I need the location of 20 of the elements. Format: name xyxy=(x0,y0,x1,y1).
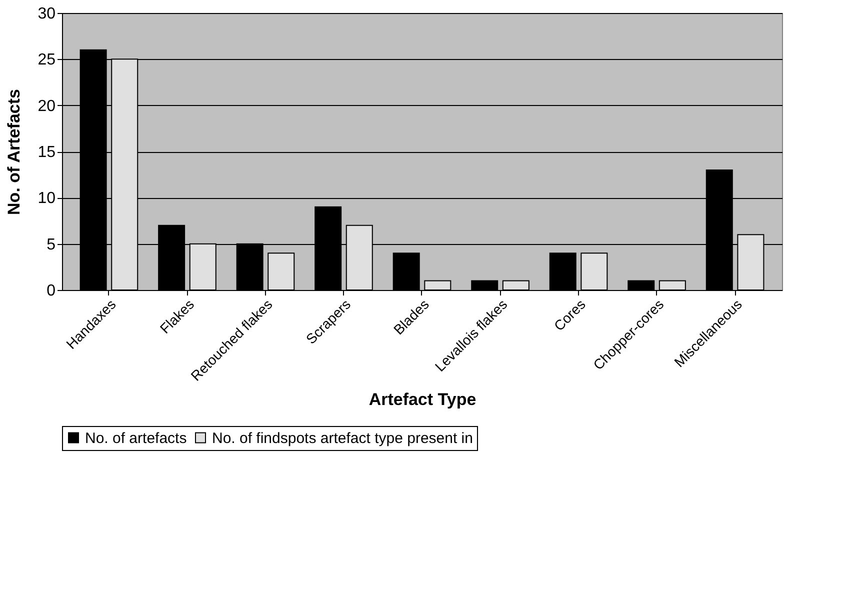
x-axis-title: Artefact Type xyxy=(368,390,476,409)
y-tick-label: 25 xyxy=(38,52,56,69)
bar xyxy=(268,252,295,290)
bar xyxy=(424,280,452,290)
y-axis-title: No. of Artefacts xyxy=(4,89,24,215)
bar xyxy=(658,280,686,290)
bar xyxy=(471,280,498,290)
bar xyxy=(392,252,420,290)
bar xyxy=(628,280,655,290)
legend-label: No. of artefacts xyxy=(85,430,187,447)
bar xyxy=(580,252,608,290)
y-tick-label: 15 xyxy=(38,144,56,161)
y-tick-label: 5 xyxy=(46,236,56,254)
y-tick-label: 0 xyxy=(46,282,56,300)
legend-label: No. of findspots artefact type present in xyxy=(212,430,473,447)
y-tick-label: 30 xyxy=(38,6,56,22)
y-tick-label: 20 xyxy=(38,98,56,115)
bar xyxy=(549,252,576,290)
bar xyxy=(502,280,530,290)
y-tick-label: 10 xyxy=(38,190,56,208)
